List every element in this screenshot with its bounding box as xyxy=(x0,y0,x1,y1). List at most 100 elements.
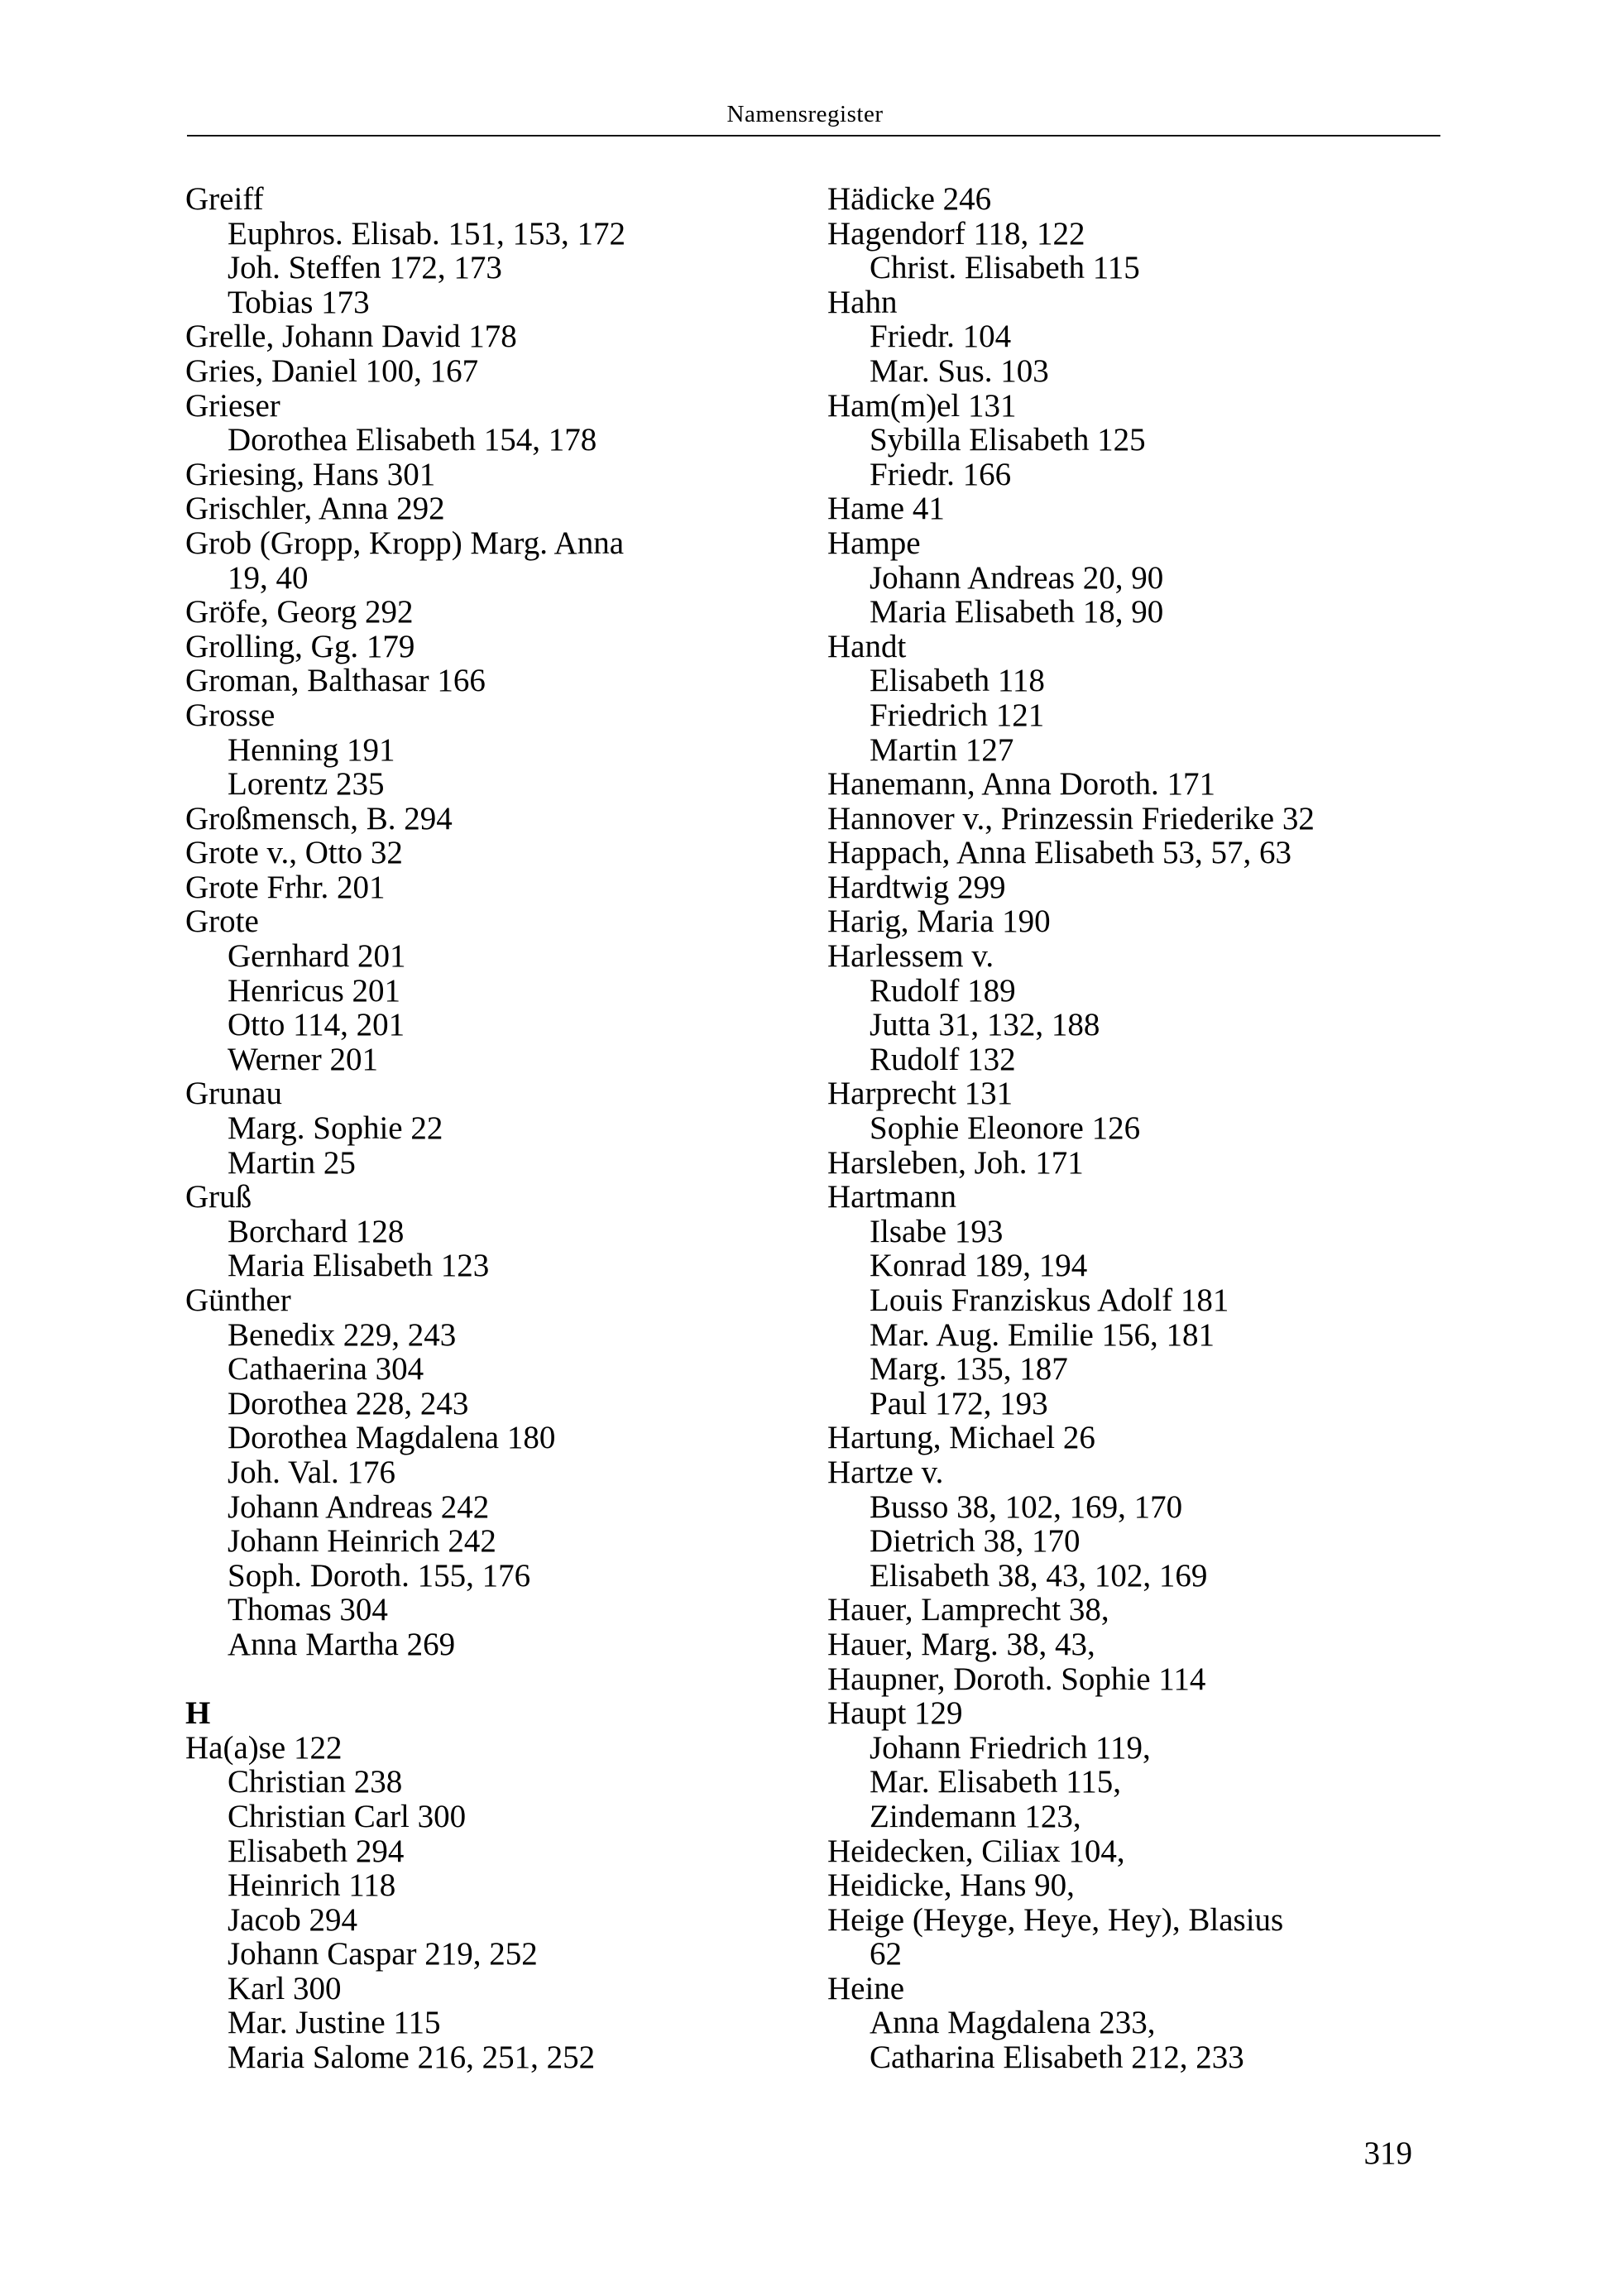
index-entry: Hartung, Michael 26 xyxy=(827,1420,1095,1456)
index-entry: Hauer, Lamprecht 38, xyxy=(827,1592,1109,1628)
index-subentry: Anna Martha 269 xyxy=(228,1626,456,1662)
page-number: 319 xyxy=(1363,2135,1413,2171)
index-entry: Ham(m)el 131 xyxy=(827,387,1017,424)
index-entry: Harsleben, Joh. 171 xyxy=(827,1144,1084,1181)
index-entry: Ha(a)se 122 xyxy=(185,1729,343,1766)
index-subentry: Benedix 229, 243 xyxy=(228,1316,457,1353)
index-subentry: Louis Franziskus Adolf 181 xyxy=(870,1282,1229,1318)
index-subentry: Henricus 201 xyxy=(228,972,401,1009)
index-subentry: Joh. Val. 176 xyxy=(228,1454,395,1490)
index-entry: Greiff xyxy=(185,181,264,217)
index-entry: Grunau xyxy=(185,1076,282,1112)
index-subentry: Karl 300 xyxy=(228,1970,342,2006)
index-entry: Groman, Balthasar 166 xyxy=(185,663,486,699)
index-entry: Harlessem v. xyxy=(827,938,994,975)
index-entry: Hahn xyxy=(827,284,898,320)
index-subentry: Mar. Justine 115 xyxy=(228,2005,441,2041)
index-entry: Gries, Daniel 100, 167 xyxy=(185,352,479,389)
index-subentry: Mar. Aug. Emilie 156, 181 xyxy=(870,1316,1215,1353)
index-entry: Hädicke 246 xyxy=(827,181,992,217)
index-entry: Heidicke, Hans 90, xyxy=(827,1867,1075,1904)
index-subentry: Konrad 189, 194 xyxy=(870,1248,1088,1284)
index-subentry: Christian Carl 300 xyxy=(228,1798,467,1834)
index-subentry: Elisabeth 118 xyxy=(870,663,1045,699)
index-subentry: Soph. Doroth. 155, 176 xyxy=(228,1557,531,1594)
index-entry: Heidecken, Ciliax 104, xyxy=(827,1833,1125,1869)
index-entry: Grote xyxy=(185,904,259,940)
index-entry: Grieser xyxy=(185,387,280,424)
index-entry: Heine xyxy=(827,1970,905,2006)
index-column-right: Hädicke 246 Hagendorf 118, 122 Christ. Eli… xyxy=(827,182,1473,2075)
index-subentry: Marg. Sophie 22 xyxy=(228,1110,443,1147)
index-subentry: Mar. Elisabeth 115, xyxy=(870,1764,1122,1800)
index-subentry: Rudolf 132 xyxy=(870,1041,1016,1077)
index-entry: Grosse xyxy=(185,697,276,733)
index-subentry: Sybilla Elisabeth 125 xyxy=(870,422,1146,458)
index-entry: Handt xyxy=(827,628,907,664)
index-subentry: Jutta 31, 132, 188 xyxy=(870,1007,1100,1043)
index-subentry: Cathaerina 304 xyxy=(228,1351,424,1388)
index-subentry: Johann Heinrich 242 xyxy=(228,1523,496,1560)
index-subentry: Sophie Eleonore 126 xyxy=(870,1110,1141,1147)
index-subentry: Anna Magdalena 233, xyxy=(870,2005,1156,2041)
index-entry: Gröfe, Georg 292 xyxy=(185,594,414,630)
index-entry: Happach, Anna Elisabeth 53, 57, 63 xyxy=(827,835,1292,871)
index-entry: Haupt 129 xyxy=(827,1695,963,1732)
index-entry: Hanemann, Anna Doroth. 171 xyxy=(827,766,1215,803)
index-subentry: Martin 25 xyxy=(228,1144,356,1181)
index-entry: Hagendorf 118, 122 xyxy=(827,215,1085,252)
index-subentry: Zindemann 123, xyxy=(870,1798,1081,1834)
index-entry: Harprecht 131 xyxy=(827,1076,1013,1112)
index-subentry: Euphros. Elisab. 151, 153, 172 xyxy=(228,215,625,252)
index-subentry: Friedrich 121 xyxy=(870,697,1045,733)
index-subentry: Martin 127 xyxy=(870,731,1014,768)
index-entry: Günther xyxy=(185,1282,291,1318)
index-subentry: Catharina Elisabeth 212, 233 xyxy=(870,2040,1244,2076)
index-entry: Hampe xyxy=(827,525,921,561)
index-subentry: Rudolf 189 xyxy=(870,972,1016,1009)
index-subentry: Paul 172, 193 xyxy=(870,1385,1048,1421)
index-entry: Hardtwig 299 xyxy=(827,869,1006,905)
index-subentry: Friedr. 166 xyxy=(870,456,1012,492)
index-subentry: Johann Andreas 242 xyxy=(228,1488,490,1525)
index-entry: Grob (Gropp, Kropp) Marg. Anna xyxy=(185,525,625,561)
index-subentry: Dorothea Elisabeth 154, 178 xyxy=(228,422,597,458)
index-subentry: Dietrich 38, 170 xyxy=(870,1523,1081,1560)
index-entry: Großmensch, B. 294 xyxy=(185,800,453,836)
index-subentry: Maria Salome 216, 251, 252 xyxy=(228,2040,596,2076)
index-column-left: Greiff Euphros. Elisab. 151, 153, 172 Joh.… xyxy=(185,182,822,2075)
index-entry: Grischler, Anna 292 xyxy=(185,491,445,527)
index-subentry: Marg. 135, 187 xyxy=(870,1351,1068,1388)
index-subentry: Elisabeth 38, 43, 102, 169 xyxy=(870,1557,1208,1594)
index-subentry: Borchard 128 xyxy=(228,1213,405,1249)
index-entry: Griesing, Hans 301 xyxy=(185,456,436,492)
index-subentry: Dorothea Magdalena 180 xyxy=(228,1420,556,1456)
index-subentry: Maria Elisabeth 18, 90 xyxy=(870,594,1164,630)
index-entry: Grelle, Johann David 178 xyxy=(185,319,517,355)
index-subentry: Mar. Sus. 103 xyxy=(870,352,1049,389)
index-entry: Hauer, Marg. 38, 43, xyxy=(827,1626,1095,1662)
header-divider-rule xyxy=(187,135,1440,137)
index-subentry: Johann Caspar 219, 252 xyxy=(228,1936,538,1972)
index-subentry: Christ. Elisabeth 115 xyxy=(870,250,1140,286)
index-subentry: Dorothea 228, 243 xyxy=(228,1385,469,1421)
index-subentry: Thomas 304 xyxy=(228,1592,388,1628)
index-subentry: 19, 40 xyxy=(228,559,309,596)
index-subentry: Tobias 173 xyxy=(228,284,370,320)
index-subentry: Friedr. 104 xyxy=(870,319,1012,355)
index-subentry: Joh. Steffen 172, 173 xyxy=(228,250,502,286)
index-subentry: Ilsabe 193 xyxy=(870,1213,1004,1249)
page-header-title: Namensregister xyxy=(726,101,884,127)
index-subentry: Henning 191 xyxy=(228,731,395,768)
index-entry: Hartze v. xyxy=(827,1454,944,1490)
index-subentry: Busso 38, 102, 169, 170 xyxy=(870,1488,1183,1525)
index-subentry: Johann Friedrich 119, xyxy=(870,1729,1151,1766)
index-subentry: Otto 114, 201 xyxy=(228,1007,405,1043)
index-subentry: Johann Andreas 20, 90 xyxy=(870,559,1164,596)
index-subentry: 62 xyxy=(870,1936,902,1972)
index-subentry: Elisabeth 294 xyxy=(228,1833,405,1869)
index-entry: Hannover v., Prinzessin Friederike 32 xyxy=(827,800,1315,836)
index-entry: Grote Frhr. 201 xyxy=(185,869,386,905)
index-subentry: Gernhard 201 xyxy=(228,938,406,975)
index-subentry: Werner 201 xyxy=(228,1041,379,1077)
